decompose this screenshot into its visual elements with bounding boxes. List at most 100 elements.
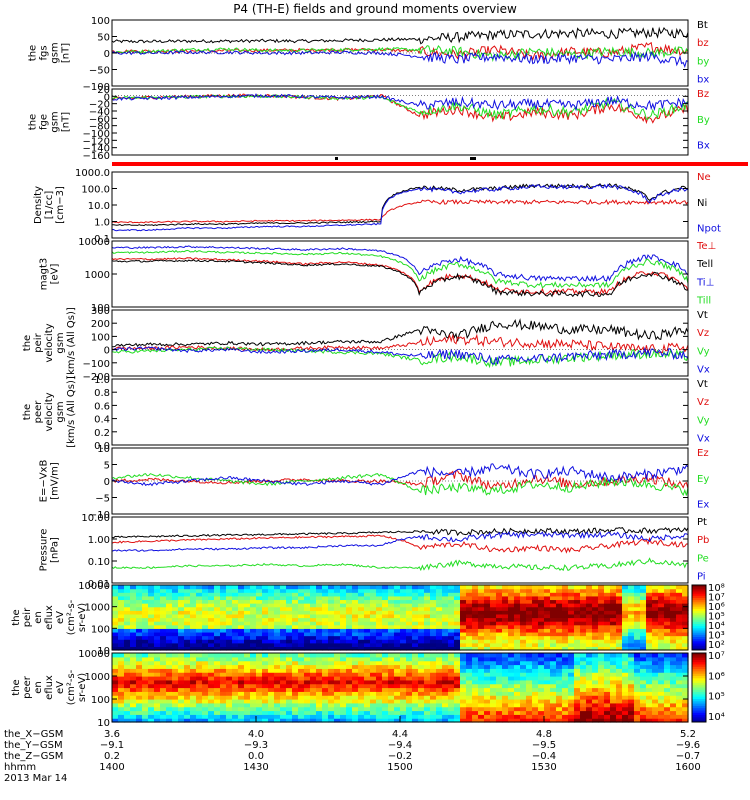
y-tick-label: 0.01 <box>88 579 110 590</box>
spectrogram-cell <box>412 606 419 611</box>
spectrogram-cell <box>562 631 569 637</box>
spectrogram-cell <box>130 588 137 593</box>
spectrogram-cell <box>298 592 305 597</box>
spectrogram-cell <box>286 613 293 619</box>
spectrogram-cell <box>478 679 485 685</box>
spectrogram-cell <box>544 624 551 629</box>
spectrogram-cell <box>682 668 689 673</box>
spectrogram-cell <box>412 710 419 715</box>
spectrogram-cell <box>562 660 569 666</box>
spectrogram-cell <box>358 710 365 715</box>
spectrogram-cell <box>634 668 641 673</box>
spectrogram-cell <box>646 631 653 637</box>
spectrogram-cell <box>454 687 461 692</box>
spectrogram-cell <box>178 679 185 685</box>
y-tick-label: −20 <box>89 100 110 111</box>
spectrogram-cell <box>370 702 377 708</box>
spectrogram-cell <box>250 621 257 626</box>
spectrogram-cell <box>538 635 545 640</box>
colorbar-frame <box>691 652 707 723</box>
spectrogram-cell <box>634 628 641 633</box>
spectrogram-cell <box>352 642 359 647</box>
spectrogram-cell <box>268 646 275 651</box>
spectrogram-cell <box>196 695 203 700</box>
spectrogram-cell <box>496 613 503 619</box>
spectrogram-cell <box>214 679 221 685</box>
spectrogram-cell <box>244 699 251 704</box>
spectrogram-cell <box>664 660 671 666</box>
spectrogram-cell <box>208 691 215 696</box>
spectrogram-cell <box>634 603 641 608</box>
spectrogram-cell <box>418 606 425 611</box>
colorbar-segment <box>692 613 706 616</box>
series-line-Npot <box>111 183 689 232</box>
spectrogram-cell <box>220 628 227 633</box>
spectrogram-cell <box>424 672 431 677</box>
spectrogram-cell <box>298 672 305 677</box>
spectrogram-cell <box>454 656 461 662</box>
spectrogram-cell <box>190 653 197 658</box>
spectrogram-cell <box>376 668 383 673</box>
spectrogram-cell <box>268 621 275 626</box>
spectrogram-cell <box>268 718 275 723</box>
spectrogram-cell <box>220 664 227 669</box>
spectrogram-cell <box>592 656 599 662</box>
series-line-bx <box>111 50 689 69</box>
spectrogram-cell <box>616 691 623 696</box>
spectrogram-cell <box>532 679 539 685</box>
spectrogram-cell <box>592 595 599 601</box>
colorbar-tick-label: 10⁴ <box>708 621 725 632</box>
spectrogram-cell <box>604 603 611 608</box>
spectrogram-cell <box>148 679 155 685</box>
spectrogram-cell <box>538 706 545 712</box>
spectrogram-cell <box>292 687 299 692</box>
spectrogram-cell <box>220 653 227 658</box>
spectrogram-cell <box>124 656 131 662</box>
spectrogram-cell <box>562 639 569 644</box>
spectrogram-cell <box>430 679 437 685</box>
spectrogram-cell <box>520 695 527 700</box>
x-axis-value: 4.0 <box>248 729 264 740</box>
spectrogram-cell <box>388 691 395 696</box>
spectrogram-cell <box>208 679 215 685</box>
spectrogram-cell <box>118 624 125 629</box>
spectrogram-cell <box>178 710 185 715</box>
spectrogram-cell <box>538 592 545 597</box>
spectrogram-cell <box>268 691 275 696</box>
spectrogram-cell <box>496 710 503 715</box>
spectrogram-cell <box>454 621 461 626</box>
spectrogram-cell <box>196 635 203 640</box>
spectrogram-cell <box>490 642 497 647</box>
spectrogram-cell <box>538 588 545 593</box>
spectrogram-cell <box>532 617 539 622</box>
spectrogram-cell <box>490 639 497 644</box>
spectrogram-cell <box>544 613 551 619</box>
spectrogram-cell <box>562 687 569 692</box>
spectrogram-cell <box>154 631 161 637</box>
spectrogram-cell <box>214 646 221 651</box>
spectrogram-cell <box>598 631 605 637</box>
spectrogram-cell <box>112 668 119 673</box>
spectrogram-cell <box>418 635 425 640</box>
spectrogram-cell <box>634 687 641 692</box>
spectrogram-cell <box>604 710 611 715</box>
spectrogram-cell <box>634 683 641 689</box>
y-tick-label: 100 <box>91 332 110 343</box>
spectrogram-cell <box>628 691 635 696</box>
spectrogram-cell <box>352 610 359 615</box>
spectrogram-cell <box>184 624 191 629</box>
spectrogram-cell <box>514 691 521 696</box>
spectrogram-cell <box>598 639 605 644</box>
spectrogram-cell <box>274 595 281 601</box>
spectrogram-cell <box>310 676 317 681</box>
spectrogram-cell <box>502 613 509 619</box>
spectrogram-cell <box>562 672 569 677</box>
y-tick-label: 10000 <box>78 581 110 592</box>
y-axis-label-line: en <box>33 611 44 624</box>
spectrogram-cell <box>646 613 653 619</box>
spectrogram-cell <box>592 710 599 715</box>
spectrogram-cell <box>316 691 323 696</box>
spectrogram-cell <box>670 679 677 685</box>
spectrogram-cell <box>334 683 341 689</box>
spectrogram-cell <box>124 639 131 644</box>
